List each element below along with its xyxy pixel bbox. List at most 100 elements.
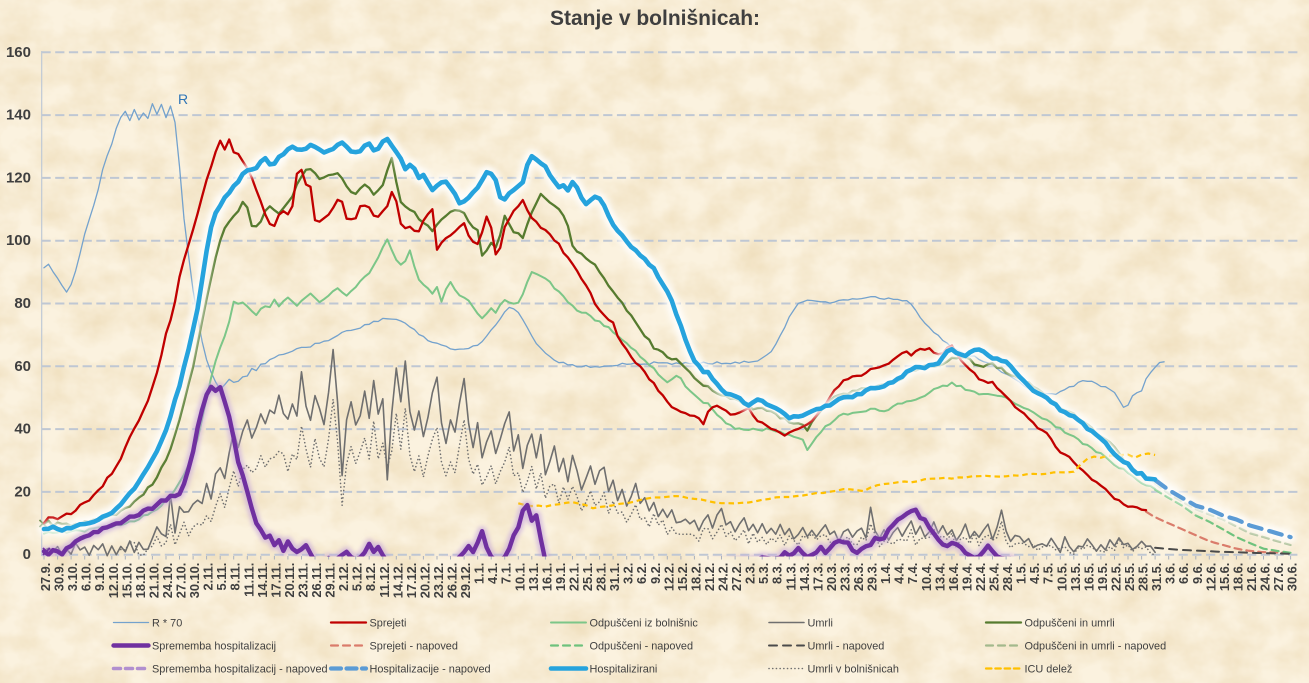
svg-text:60: 60 bbox=[14, 358, 31, 375]
svg-text:8.12.: 8.12. bbox=[363, 563, 378, 591]
svg-text:18.10.: 18.10. bbox=[133, 563, 148, 599]
svg-text:16.4.: 16.4. bbox=[946, 563, 961, 591]
svg-text:9.2.: 9.2. bbox=[648, 563, 663, 584]
svg-text:21.2.: 21.2. bbox=[702, 563, 717, 591]
svg-text:Sprememba hospitalizacij: Sprememba hospitalizacij bbox=[152, 640, 276, 652]
svg-text:10.4.: 10.4. bbox=[919, 563, 934, 591]
svg-text:23.12.: 23.12. bbox=[431, 563, 446, 599]
svg-text:5.11.: 5.11. bbox=[214, 563, 229, 591]
svg-text:10.5.: 10.5. bbox=[1054, 563, 1069, 591]
svg-text:11.3.: 11.3. bbox=[783, 563, 798, 591]
svg-text:3.6.: 3.6. bbox=[1163, 563, 1178, 584]
svg-text:19.1.: 19.1. bbox=[553, 563, 568, 591]
svg-text:30.9.: 30.9. bbox=[52, 563, 67, 591]
svg-text:Odpuščeni - napoved: Odpuščeni - napoved bbox=[590, 640, 694, 652]
svg-text:8.11.: 8.11. bbox=[228, 563, 243, 591]
svg-text:22.5.: 22.5. bbox=[1109, 563, 1124, 591]
svg-text:4.4.: 4.4. bbox=[892, 563, 907, 584]
svg-text:28.5.: 28.5. bbox=[1136, 563, 1151, 591]
svg-text:25.4.: 25.4. bbox=[987, 563, 1002, 591]
svg-text:3.10.: 3.10. bbox=[65, 563, 80, 591]
svg-text:Hospitalizacije - napoved: Hospitalizacije - napoved bbox=[370, 663, 491, 675]
svg-text:Odpuščeni in umrli: Odpuščeni in umrli bbox=[1025, 617, 1115, 629]
svg-text:140: 140 bbox=[6, 107, 31, 124]
svg-text:19.4.: 19.4. bbox=[959, 563, 974, 591]
svg-text:8.3.: 8.3. bbox=[770, 563, 785, 584]
svg-text:4.5.: 4.5. bbox=[1027, 563, 1042, 584]
svg-text:R * 70: R * 70 bbox=[152, 617, 182, 629]
svg-text:22.1.: 22.1. bbox=[567, 563, 582, 591]
svg-text:12.10.: 12.10. bbox=[106, 563, 121, 599]
svg-text:25.5.: 25.5. bbox=[1122, 563, 1137, 591]
svg-text:9.6.: 9.6. bbox=[1190, 563, 1205, 584]
svg-text:2.11.: 2.11. bbox=[201, 563, 216, 591]
svg-text:15.10.: 15.10. bbox=[119, 563, 134, 599]
svg-text:Sprememba hospitalizacij - nap: Sprememba hospitalizacij - napoved bbox=[152, 663, 328, 675]
svg-text:R: R bbox=[178, 91, 188, 107]
svg-text:16.5.: 16.5. bbox=[1081, 563, 1096, 591]
svg-text:1.1.: 1.1. bbox=[472, 563, 487, 584]
svg-text:Odpuščeni iz bolnišnic: Odpuščeni iz bolnišnic bbox=[590, 617, 699, 629]
svg-text:15.6.: 15.6. bbox=[1217, 563, 1232, 591]
svg-text:27.9.: 27.9. bbox=[38, 563, 53, 591]
svg-text:120: 120 bbox=[6, 169, 31, 186]
svg-text:2.12.: 2.12. bbox=[336, 563, 351, 591]
svg-text:26.11.: 26.11. bbox=[309, 563, 324, 598]
svg-text:24.10.: 24.10. bbox=[160, 563, 175, 599]
svg-text:26.12.: 26.12. bbox=[445, 563, 460, 599]
svg-text:5.3.: 5.3. bbox=[756, 563, 771, 584]
svg-text:18.6.: 18.6. bbox=[1230, 563, 1245, 591]
svg-text:Sprejeti - napoved: Sprejeti - napoved bbox=[370, 640, 458, 652]
svg-text:20.3.: 20.3. bbox=[824, 563, 839, 591]
svg-text:25.1.: 25.1. bbox=[580, 563, 595, 591]
svg-text:29.3.: 29.3. bbox=[865, 563, 880, 591]
svg-text:9.10.: 9.10. bbox=[92, 563, 107, 591]
svg-text:24.6.: 24.6. bbox=[1258, 563, 1273, 591]
svg-text:14.12.: 14.12. bbox=[390, 563, 405, 599]
svg-text:7.5.: 7.5. bbox=[1041, 563, 1056, 584]
svg-text:30.6.: 30.6. bbox=[1285, 563, 1300, 591]
svg-text:1.4.: 1.4. bbox=[878, 563, 893, 584]
svg-text:20: 20 bbox=[14, 483, 31, 500]
svg-text:31.5.: 31.5. bbox=[1149, 563, 1164, 591]
svg-text:7.1.: 7.1. bbox=[499, 563, 514, 584]
svg-text:21.6.: 21.6. bbox=[1244, 563, 1259, 591]
svg-text:12.6.: 12.6. bbox=[1203, 563, 1218, 591]
svg-text:6.10.: 6.10. bbox=[79, 563, 94, 591]
svg-text:27.2.: 27.2. bbox=[729, 563, 744, 591]
svg-text:12.2.: 12.2. bbox=[661, 563, 676, 591]
svg-text:27.6.: 27.6. bbox=[1271, 563, 1286, 591]
svg-text:28.4.: 28.4. bbox=[1000, 563, 1015, 591]
svg-text:160: 160 bbox=[6, 44, 31, 61]
svg-text:29.12.: 29.12. bbox=[458, 563, 473, 599]
svg-text:15.2.: 15.2. bbox=[675, 563, 690, 591]
svg-text:7.4.: 7.4. bbox=[905, 563, 920, 584]
svg-text:11.11.: 11.11. bbox=[241, 563, 256, 597]
svg-text:13.5.: 13.5. bbox=[1068, 563, 1083, 591]
svg-text:3.2.: 3.2. bbox=[621, 563, 636, 584]
svg-text:40: 40 bbox=[14, 421, 31, 438]
svg-text:Hospitalizirani: Hospitalizirani bbox=[590, 663, 658, 675]
svg-text:Sprejeti: Sprejeti bbox=[370, 617, 407, 629]
svg-text:100: 100 bbox=[6, 232, 31, 249]
svg-text:Odpuščeni in umrli - napoved: Odpuščeni in umrli - napoved bbox=[1025, 640, 1167, 652]
svg-text:5.12.: 5.12. bbox=[350, 563, 365, 591]
svg-text:18.2.: 18.2. bbox=[688, 563, 703, 591]
svg-text:14.11.: 14.11. bbox=[255, 563, 270, 598]
svg-text:27.10.: 27.10. bbox=[174, 563, 189, 599]
svg-text:31.1.: 31.1. bbox=[607, 563, 622, 591]
svg-text:10.1.: 10.1. bbox=[512, 563, 527, 591]
svg-text:2.3.: 2.3. bbox=[743, 563, 758, 584]
svg-text:20.12.: 20.12. bbox=[417, 563, 432, 599]
svg-text:19.5.: 19.5. bbox=[1095, 563, 1110, 591]
svg-text:13.4.: 13.4. bbox=[932, 563, 947, 591]
svg-text:21.10.: 21.10. bbox=[146, 563, 161, 599]
svg-text:17.12.: 17.12. bbox=[404, 563, 419, 599]
svg-text:Umrli v bolnišnicah: Umrli v bolnišnicah bbox=[808, 663, 899, 675]
svg-text:16.1.: 16.1. bbox=[539, 563, 554, 591]
svg-text:17.11.: 17.11. bbox=[268, 563, 283, 598]
svg-text:24.2.: 24.2. bbox=[716, 563, 731, 591]
svg-text:11.12.: 11.12. bbox=[377, 563, 392, 598]
svg-text:4.1.: 4.1. bbox=[485, 563, 500, 584]
svg-text:23.3.: 23.3. bbox=[838, 563, 853, 591]
